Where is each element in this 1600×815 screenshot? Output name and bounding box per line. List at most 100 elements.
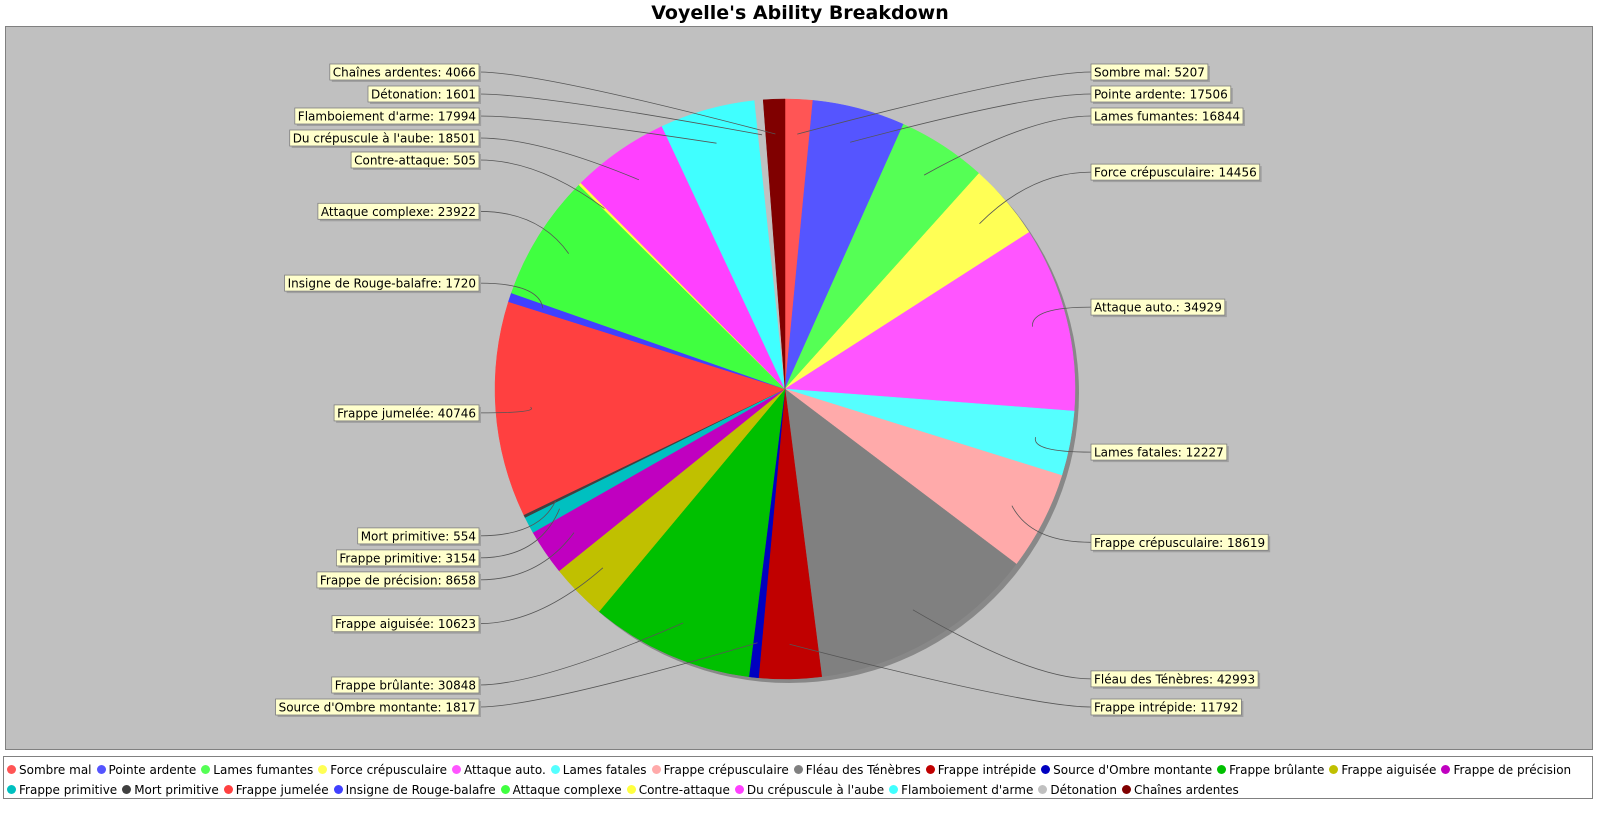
pie-slice-label: Source d'Ombre montante: 1817: [279, 701, 476, 715]
legend-swatch: [793, 765, 803, 774]
pie-slice-label: Lames fumantes: 16844: [1094, 110, 1240, 124]
pie-slice[interactable]: [598, 388, 786, 678]
pie-label-box: [1090, 443, 1228, 461]
pie-slice[interactable]: [494, 301, 786, 516]
pie-leader-line: [478, 406, 532, 414]
pie-label-box: [294, 107, 480, 125]
pie-label-box: [357, 527, 480, 545]
legend-item: Lames fatales: [550, 761, 647, 779]
pie-leader-line: [478, 93, 763, 136]
legend-item: Frappe aiguisée: [1329, 761, 1436, 779]
pie-slice-label: Mort primitive: 554: [361, 529, 476, 543]
pie-slice-label: Frappe crépusculaire: 18619: [1094, 536, 1265, 550]
legend-swatch: [7, 785, 16, 794]
legend-swatch: [318, 765, 328, 774]
pie-slice-label: Frappe brûlante: 30848: [335, 679, 476, 693]
pie-label-box: [335, 549, 480, 567]
legend-item: Lames fumantes: [201, 761, 313, 779]
legend-label: Sombre mal: [19, 763, 92, 777]
legend-item: Frappe de précision: [1441, 761, 1571, 779]
legend-label: Frappe intrépide: [937, 763, 1037, 777]
legend-item: Fléau des Ténèbres: [793, 761, 921, 779]
pie-label-box: [1090, 533, 1269, 551]
pie-slice[interactable]: [762, 98, 786, 390]
pie-label-box: [1090, 698, 1242, 716]
legend-item: Attaque auto.: [451, 761, 546, 779]
pie-label-box: [317, 202, 480, 220]
legend-label: Frappe brûlante: [1229, 763, 1325, 777]
legend-label: Attaque auto.: [463, 763, 546, 777]
slices-layer: [494, 98, 1079, 683]
pie-leader-line: [478, 115, 717, 144]
legend-item: Frappe intrépide: [925, 761, 1037, 779]
legend-swatch: [1038, 785, 1048, 794]
legend-swatch: [333, 785, 343, 794]
pie-slice-label: Contre-attaque: 505: [354, 154, 476, 168]
pie-slice-label: Insigne de Rouge-balafre: 1720: [288, 277, 476, 291]
pie-leader-line: [478, 532, 575, 581]
pie-label-box: [316, 571, 480, 589]
legend-item: Flamboiement d'arme: [889, 781, 1034, 798]
pie-slice[interactable]: [784, 388, 1017, 677]
pie-label-box: [350, 151, 480, 169]
legend-swatch: [96, 765, 106, 774]
pie-slice-label: Attaque complexe: 23922: [321, 205, 476, 219]
legend-item: Source d'Ombre montante: [1041, 761, 1212, 779]
pie-label-box: [1090, 298, 1226, 316]
legend-label: Flamboiement d'arme: [901, 783, 1034, 797]
legend: Sombre mal Pointe ardente Lames fumantes Fo…: [3, 756, 1593, 799]
legend-label: Frappe aiguisée: [1341, 763, 1437, 777]
pie-label-box: [1090, 163, 1261, 181]
legend-item: Frappe crépusculaire: [651, 761, 789, 779]
pie-slice-label: Attaque auto.: 34929: [1094, 301, 1222, 315]
legend-item: Pointe ardente: [96, 761, 196, 779]
pie-slice-label: Sombre mal: 5207: [1094, 66, 1205, 80]
pie-label-box: [1090, 107, 1244, 125]
chart-title: Voyelle's Ability Breakdown: [651, 2, 949, 24]
legend-item: Frappe brûlante: [1217, 761, 1324, 779]
pie-label-box: [1090, 63, 1209, 81]
legend-swatch: [651, 765, 661, 774]
pie-leader-line: [850, 93, 1092, 143]
legend-label: Du crépuscule à l'aube: [746, 783, 885, 797]
pie-leader-line: [478, 642, 758, 708]
legend-swatch: [451, 765, 461, 774]
pie-label-box: [367, 85, 480, 103]
legend-label: Lames fatales: [562, 763, 647, 777]
pie-slice-label: Frappe de précision: 8658: [320, 573, 476, 587]
pie-leader-line: [478, 500, 556, 537]
pie-chart: Sombre mal: 5207 Pointe ardente: 17506 Lam…: [275, 63, 1271, 717]
pie-leader-line: [478, 159, 605, 209]
legend-item: Frappe jumelée: [223, 781, 329, 798]
pie-slice[interactable]: [511, 184, 786, 390]
legend-swatch: [626, 785, 636, 794]
legend-swatch: [223, 785, 233, 794]
legend-item: Contre-attaque: [626, 781, 730, 798]
legend-swatch: [1441, 765, 1451, 774]
legend-label: Frappe jumelée: [235, 783, 329, 797]
pie-slice-label: Force crépusculaire: 14456: [1094, 166, 1257, 180]
pie-leader-line: [797, 71, 1092, 135]
pie-slice-label: Pointe ardente: 17506: [1094, 88, 1228, 102]
pie-slice-label: Lames fatales: 12227: [1094, 446, 1224, 460]
leader-lines-layer: [478, 71, 1092, 708]
pie-slice-label: Chaînes ardentes: 4066: [333, 66, 476, 80]
legend-label: Source d'Ombre montante: [1053, 763, 1213, 777]
pie-leader-line: [478, 210, 570, 254]
legend-item: Sombre mal: [7, 761, 92, 779]
pie-leader-line: [923, 115, 1092, 176]
legend-label: Fléau des Ténèbres: [805, 763, 921, 777]
plot-area: Sombre mal: 5207 Pointe ardente: 17506 Lam…: [5, 26, 1593, 750]
pie-leader-line: [789, 643, 1092, 708]
legend-swatch: [500, 785, 510, 794]
legend-label: Insigne de Rouge-balafre: [345, 783, 496, 797]
pie-label-box: [289, 129, 480, 147]
pie-slice[interactable]: [784, 232, 1076, 412]
legend-swatch: [1217, 765, 1227, 774]
pie-slice-label: Détonation: 1601: [371, 88, 476, 102]
legend-label: Détonation: [1050, 783, 1117, 797]
legend-label: Frappe primitive: [19, 783, 118, 797]
legend-swatch: [889, 785, 899, 794]
pie-leader-line: [478, 508, 560, 559]
pie-leader-line: [478, 622, 684, 686]
